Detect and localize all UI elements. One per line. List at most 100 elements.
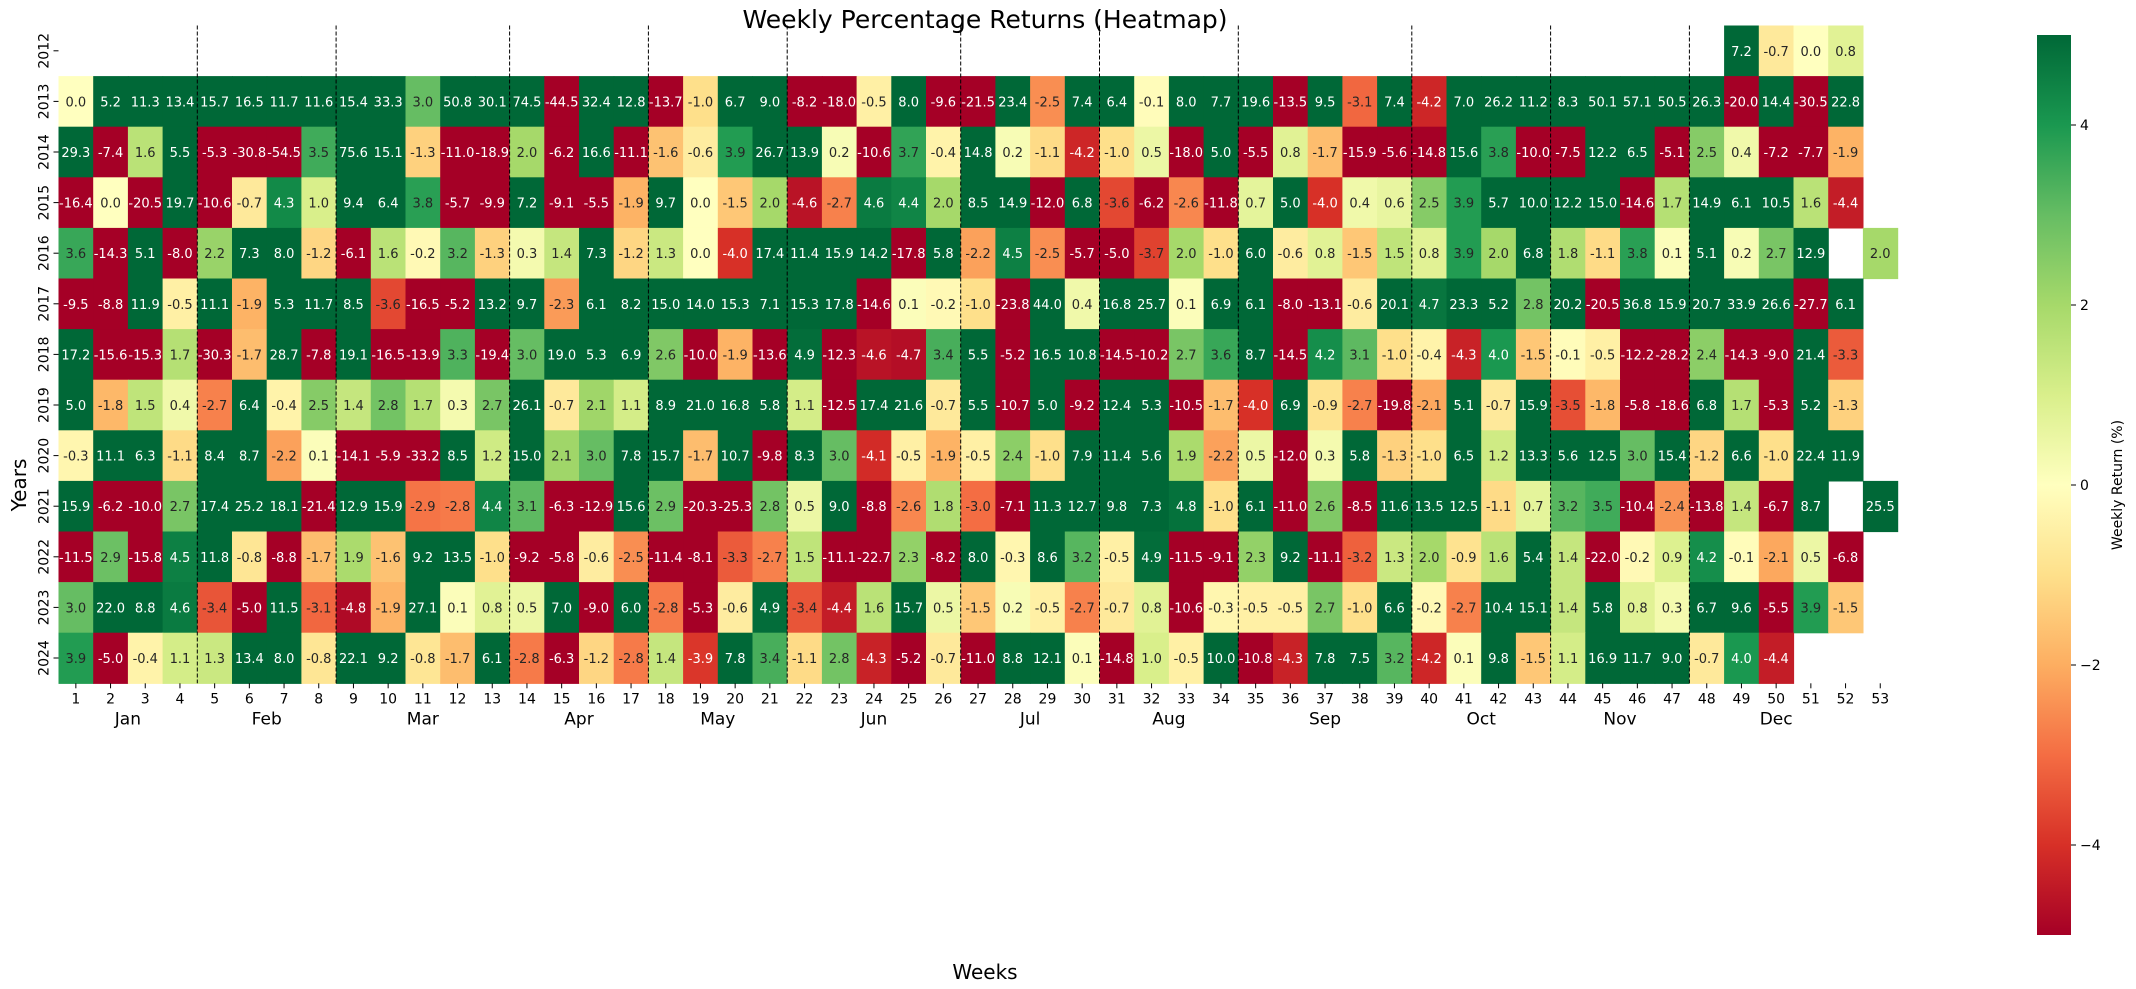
- heatmap-cell: [891, 126, 927, 178]
- heatmap-cell: [891, 430, 927, 482]
- heatmap-cell: [717, 278, 754, 330]
- cell-value-label: -1.1: [1590, 247, 1615, 262]
- cell-value-label: -1.0: [688, 95, 713, 110]
- cell-value-label: -14.3: [1725, 348, 1759, 363]
- heatmap-cell: [960, 632, 996, 684]
- cell-value-label: -10.6: [1169, 601, 1203, 616]
- cell-value-label: 6.9: [1211, 298, 1232, 313]
- cell-value-label: -44.5: [545, 95, 579, 110]
- x-tick-label: 5: [210, 691, 219, 707]
- heatmap-cell: [370, 227, 407, 280]
- heatmap-cell: [1620, 480, 1656, 533]
- cell-value-label: 0.3: [1315, 450, 1336, 465]
- heatmap-cell: [1342, 329, 1378, 381]
- heatmap-cell: [405, 582, 441, 634]
- cell-value-label: -30.8: [233, 146, 267, 161]
- cell-value-label: -5.8: [1625, 399, 1650, 414]
- cell-value-label: 6.3: [135, 450, 156, 465]
- cell-value-label: -12.5: [822, 399, 856, 414]
- heatmap-cell: [1342, 480, 1378, 533]
- heatmap-cell: [1515, 531, 1552, 583]
- heatmap-cell: [613, 329, 649, 381]
- heatmap-cell: [891, 329, 927, 381]
- heatmap-cell: [1203, 632, 1239, 684]
- cell-value-label: 11.7: [304, 298, 333, 313]
- heatmap-cell: [1238, 227, 1274, 280]
- cell-value-label: 2.7: [482, 399, 503, 414]
- heatmap-cell: [856, 379, 892, 431]
- heatmap-cell: [1654, 632, 1690, 684]
- heatmap-cell: [440, 126, 476, 178]
- heatmap-cell: [544, 379, 580, 431]
- heatmap-cell: [336, 582, 372, 634]
- heatmap-cell: [960, 278, 996, 330]
- heatmap-cell: [1724, 531, 1760, 583]
- heatmap-cell: [544, 76, 580, 128]
- x-tick-label: 12: [449, 691, 467, 707]
- cell-value-label: 4.9: [1141, 551, 1162, 566]
- month-label: Apr: [564, 709, 593, 729]
- heatmap-cell: [266, 177, 302, 229]
- heatmap-cell: [1550, 379, 1586, 431]
- cell-value-label: -1.6: [375, 551, 400, 566]
- cell-value-label: 1.3: [655, 247, 676, 262]
- heatmap-cell: [1585, 379, 1621, 431]
- cell-value-label: 16.5: [1033, 348, 1062, 363]
- heatmap-cell: [613, 177, 649, 229]
- cell-value-label: 0.3: [447, 399, 468, 414]
- heatmap-cell: [1515, 177, 1552, 229]
- heatmap-cell: [1620, 582, 1656, 634]
- heatmap-cell: [821, 531, 858, 583]
- cell-value-label: -8.1: [688, 551, 713, 566]
- cell-value-label: 33.9: [1727, 298, 1756, 313]
- heatmap-cell: [579, 379, 615, 431]
- heatmap-cell: [995, 379, 1031, 431]
- cell-value-label: 9.6: [1731, 601, 1752, 616]
- cell-value-label: -4.6: [861, 348, 886, 363]
- heatmap-cell: [162, 278, 198, 330]
- heatmap-cell: [336, 278, 372, 330]
- month-label: Jan: [114, 709, 141, 729]
- x-tick-label: 22: [796, 691, 814, 707]
- heatmap-cell: [683, 531, 719, 583]
- cell-value-label: 26.1: [512, 399, 541, 414]
- heatmap-cell: [336, 480, 372, 533]
- heatmap-cell: [1203, 379, 1239, 431]
- cell-value-label: 1.4: [551, 247, 572, 262]
- cell-value-label: 0.6: [1384, 197, 1405, 212]
- cell-value-label: 8.7: [1801, 500, 1822, 515]
- y-axis-ticks: 2012 2013 2014 2015 2016 2017 2018 2019 2020 2021…: [37, 33, 59, 676]
- x-tick-label: 1: [71, 691, 80, 707]
- cell-value-label: 3.5: [1592, 500, 1613, 515]
- heatmap-cell: [1515, 430, 1552, 482]
- cell-value-label: -5.0: [98, 652, 123, 667]
- cell-value-label: -5.6: [1382, 146, 1407, 161]
- heatmap-cell: [1273, 531, 1309, 583]
- heatmap-cell: [1481, 329, 1517, 381]
- month-label: Oct: [1466, 709, 1496, 729]
- cell-value-label: 3.2: [1558, 500, 1579, 515]
- cell-value-label: 12.5: [1449, 500, 1478, 515]
- cell-value-label: -2.1: [1416, 399, 1441, 414]
- cell-value-label: 0.9: [1662, 551, 1683, 566]
- heatmap-cell: [787, 126, 823, 178]
- heatmap-cell: [1273, 379, 1309, 431]
- cell-value-label: 9.5: [1315, 95, 1336, 110]
- heatmap-cell: [1550, 126, 1586, 178]
- cell-value-label: -9.9: [480, 197, 505, 212]
- heatmap-cell: [1203, 430, 1239, 482]
- cell-value-label: -7.5: [1555, 146, 1580, 161]
- cell-value-label: 6.8: [1523, 247, 1544, 262]
- cell-value-label: 10.8: [1068, 348, 1097, 363]
- heatmap-cell: [926, 177, 962, 229]
- cell-value-label: -12.3: [822, 348, 856, 363]
- heatmap-cell: [717, 126, 754, 178]
- heatmap-cell: [1099, 632, 1135, 684]
- heatmap-cell: [440, 430, 476, 482]
- heatmap-cell: [162, 76, 198, 128]
- cell-value-label: 1.4: [1731, 500, 1752, 515]
- cell-value-label: -1.5: [1347, 247, 1372, 262]
- cell-value-label: 6.1: [1731, 197, 1752, 212]
- heatmap-cell: [232, 430, 268, 482]
- heatmap-cell: [1620, 531, 1656, 583]
